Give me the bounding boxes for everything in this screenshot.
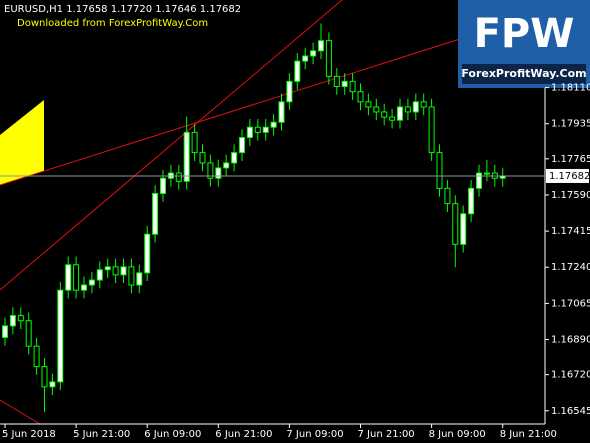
candle-body <box>444 187 451 205</box>
candle-body <box>397 106 403 121</box>
candle-body <box>9 315 16 327</box>
candle-body <box>191 131 198 154</box>
candle-body <box>223 162 230 169</box>
candle-body <box>215 167 222 179</box>
x-tick-label: 8 Jun 09:00 <box>429 429 486 440</box>
candle-body <box>254 126 261 133</box>
candle-body <box>373 106 380 113</box>
candle-body <box>452 203 459 245</box>
candle-body <box>25 320 32 347</box>
candle-body <box>483 172 490 175</box>
y-tick-label: 1.17590 <box>551 190 590 201</box>
x-tick-label: 7 Jun 09:00 <box>286 429 343 440</box>
candle-body <box>468 187 475 215</box>
x-tick-label: 5 Jun 21:00 <box>73 429 130 440</box>
candle-body <box>381 111 388 118</box>
candle-body <box>239 137 245 154</box>
candle-body <box>160 177 166 195</box>
candle-body <box>199 152 206 164</box>
trend-line <box>0 0 343 291</box>
y-tick-label: 1.17765 <box>551 154 590 165</box>
candles <box>2 23 506 412</box>
trend-line <box>0 11 546 186</box>
candle-body <box>2 325 8 338</box>
candle-body <box>286 80 293 103</box>
candle-body <box>33 345 40 368</box>
x-tick-label: 8 Jun 21:00 <box>500 429 557 440</box>
candle-body <box>96 269 103 281</box>
x-tick-label: 6 Jun 09:00 <box>144 429 201 440</box>
logo-bar <box>462 64 586 84</box>
candle-body <box>318 40 324 52</box>
candle-body <box>294 60 301 82</box>
candle-body <box>349 80 356 93</box>
y-tick-label: 1.17240 <box>551 262 590 273</box>
candle-body <box>207 162 214 179</box>
y-tick-label: 1.16545 <box>551 406 590 417</box>
candle-body <box>88 279 95 286</box>
candle-body <box>231 152 238 164</box>
x-tick-label: 5 Jun 2018 <box>2 429 56 440</box>
y-tick-label: 1.17065 <box>551 298 590 309</box>
candle-body <box>412 101 419 113</box>
candle-body <box>73 264 80 291</box>
logo-text: FPW <box>474 11 575 57</box>
candle-body <box>136 272 143 286</box>
candle-body <box>262 126 269 133</box>
candle-body <box>428 106 435 154</box>
subtitle: Downloaded from ForexProfitWay.Com <box>17 18 208 29</box>
candle-body <box>278 101 285 123</box>
candle-body <box>49 381 56 388</box>
candle-body <box>144 233 151 274</box>
candle-body <box>436 152 443 189</box>
candle-body <box>302 55 309 62</box>
x-tick-label: 7 Jun 21:00 <box>358 429 415 440</box>
yellow-zone <box>0 100 44 185</box>
candle-body <box>325 40 332 77</box>
candle-body <box>183 131 190 182</box>
candle-body <box>17 315 24 322</box>
candle-body <box>357 91 364 103</box>
candle-body <box>341 80 348 88</box>
candle-body <box>270 121 277 128</box>
y-tick-label: 1.17935 <box>551 119 590 130</box>
logo-site: ForexProfitWay.Com <box>461 67 586 80</box>
x-tick-label: 6 Jun 21:00 <box>215 429 272 440</box>
y-tick-label: 1.16890 <box>551 335 590 346</box>
candle-body <box>65 264 72 291</box>
y-tick-label: 1.17415 <box>551 226 590 237</box>
candle-body <box>246 126 253 139</box>
candle-body <box>404 106 411 113</box>
y-tick-label: 1.18110 <box>551 83 590 94</box>
candle-body <box>57 289 64 383</box>
candle-body <box>420 101 427 108</box>
candle-body <box>460 213 467 245</box>
candle-body <box>389 116 396 121</box>
trend-line <box>0 399 41 425</box>
candle-body <box>310 50 317 57</box>
candle-body <box>128 266 135 286</box>
candle-body <box>175 172 182 182</box>
candle-body <box>120 266 127 276</box>
chart-header: EURUSD,H1 1.17658 1.17720 1.17646 1.1768… <box>4 4 241 15</box>
candle-body <box>152 193 159 235</box>
candle-body <box>104 266 111 271</box>
current-price-box <box>546 168 589 183</box>
candle-body <box>41 366 48 388</box>
candle-body <box>333 75 340 88</box>
candle-body <box>365 101 372 108</box>
y-tick-label: 1.16720 <box>551 370 590 381</box>
candle-body <box>81 284 87 291</box>
candle-body <box>476 172 482 189</box>
current-price-label: 1.17682 <box>549 171 590 182</box>
candle-body <box>112 266 119 276</box>
